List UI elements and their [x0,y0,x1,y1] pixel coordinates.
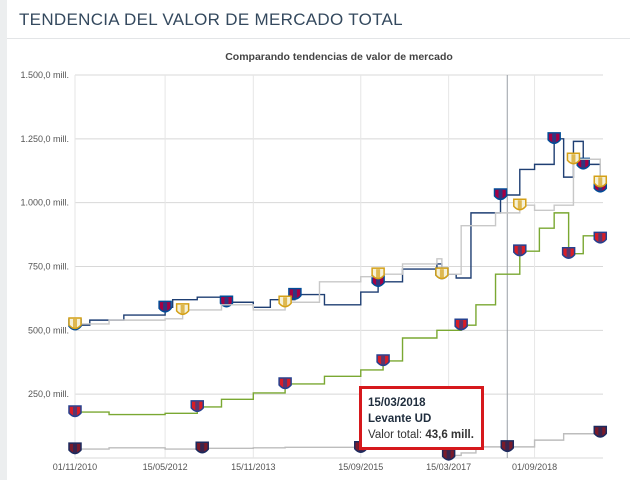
series-line [75,212,601,416]
series-line [75,432,601,457]
series-marker [566,248,571,258]
market-value-chart[interactable]: Comparando tendencias de valor de mercad… [7,0,630,480]
series-marker [292,289,297,299]
series-marker [581,159,586,169]
x-tick-label: 01/11/2010 [53,462,97,472]
x-tick-label: 15/05/2012 [143,462,188,472]
series-marker [517,246,522,256]
series-marker [376,269,381,279]
series-marker [283,378,288,388]
series-marker [598,233,603,243]
tooltip-date: 15/03/2018 [368,397,426,409]
series-marker [200,443,205,453]
series-marker [552,133,557,143]
series-marker [195,401,200,411]
series-marker [180,304,185,314]
series-line [75,138,601,326]
series-line [75,158,601,325]
series-marker [598,427,603,437]
series-marker [446,450,451,460]
tooltip-value: 43,6 mill. [425,429,474,441]
x-tick-label: 01/09/2018 [512,462,557,472]
panel-header: TENDENCIA DEL VALOR DE MERCADO TOTAL [7,0,630,39]
series-marker [498,190,503,200]
y-tick-label: 1.500,0 mill. [20,70,69,80]
x-tick-label: 15/11/2013 [231,462,275,472]
series-marker [459,320,464,330]
series-marker [505,441,510,451]
series-marker [73,318,77,328]
series-marker [73,407,77,417]
x-tick-label: 15/09/2015 [338,462,383,472]
chart-tooltip: 15/03/2018 Levante UD Valor total: 43,6 … [359,386,484,450]
series-marker [224,297,229,307]
series-marker [163,302,168,312]
y-tick-label: 750,0 mill. [28,262,69,272]
series-marker [73,444,77,454]
series-marker [381,355,386,365]
tooltip-value-label: Valor total: [368,429,423,441]
series-marker [517,200,522,210]
page-title: TENDENCIA DEL VALOR DE MERCADO TOTAL [19,10,403,29]
series-marker [283,297,288,307]
y-tick-label: 1.250,0 mill. [20,134,69,144]
series-marker [376,276,381,286]
y-tick-label: 250,0 mill. [28,389,69,399]
series-marker [571,154,576,164]
y-tick-label: 1.000,0 mill. [20,198,69,208]
series-marker [439,269,444,279]
tooltip-club: Levante UD [368,413,432,425]
series-marker [598,177,603,187]
chart-title: Comparando tendencias de valor de mercad… [225,51,453,63]
y-tick-label: 500,0 mill. [28,325,69,335]
chart-panel: TENDENCIA DEL VALOR DE MERCADO TOTAL Com… [7,0,630,480]
x-tick-label: 15/03/2017 [426,462,471,472]
tooltip-value-row: Valor total: 43,6 mill. [368,427,475,443]
